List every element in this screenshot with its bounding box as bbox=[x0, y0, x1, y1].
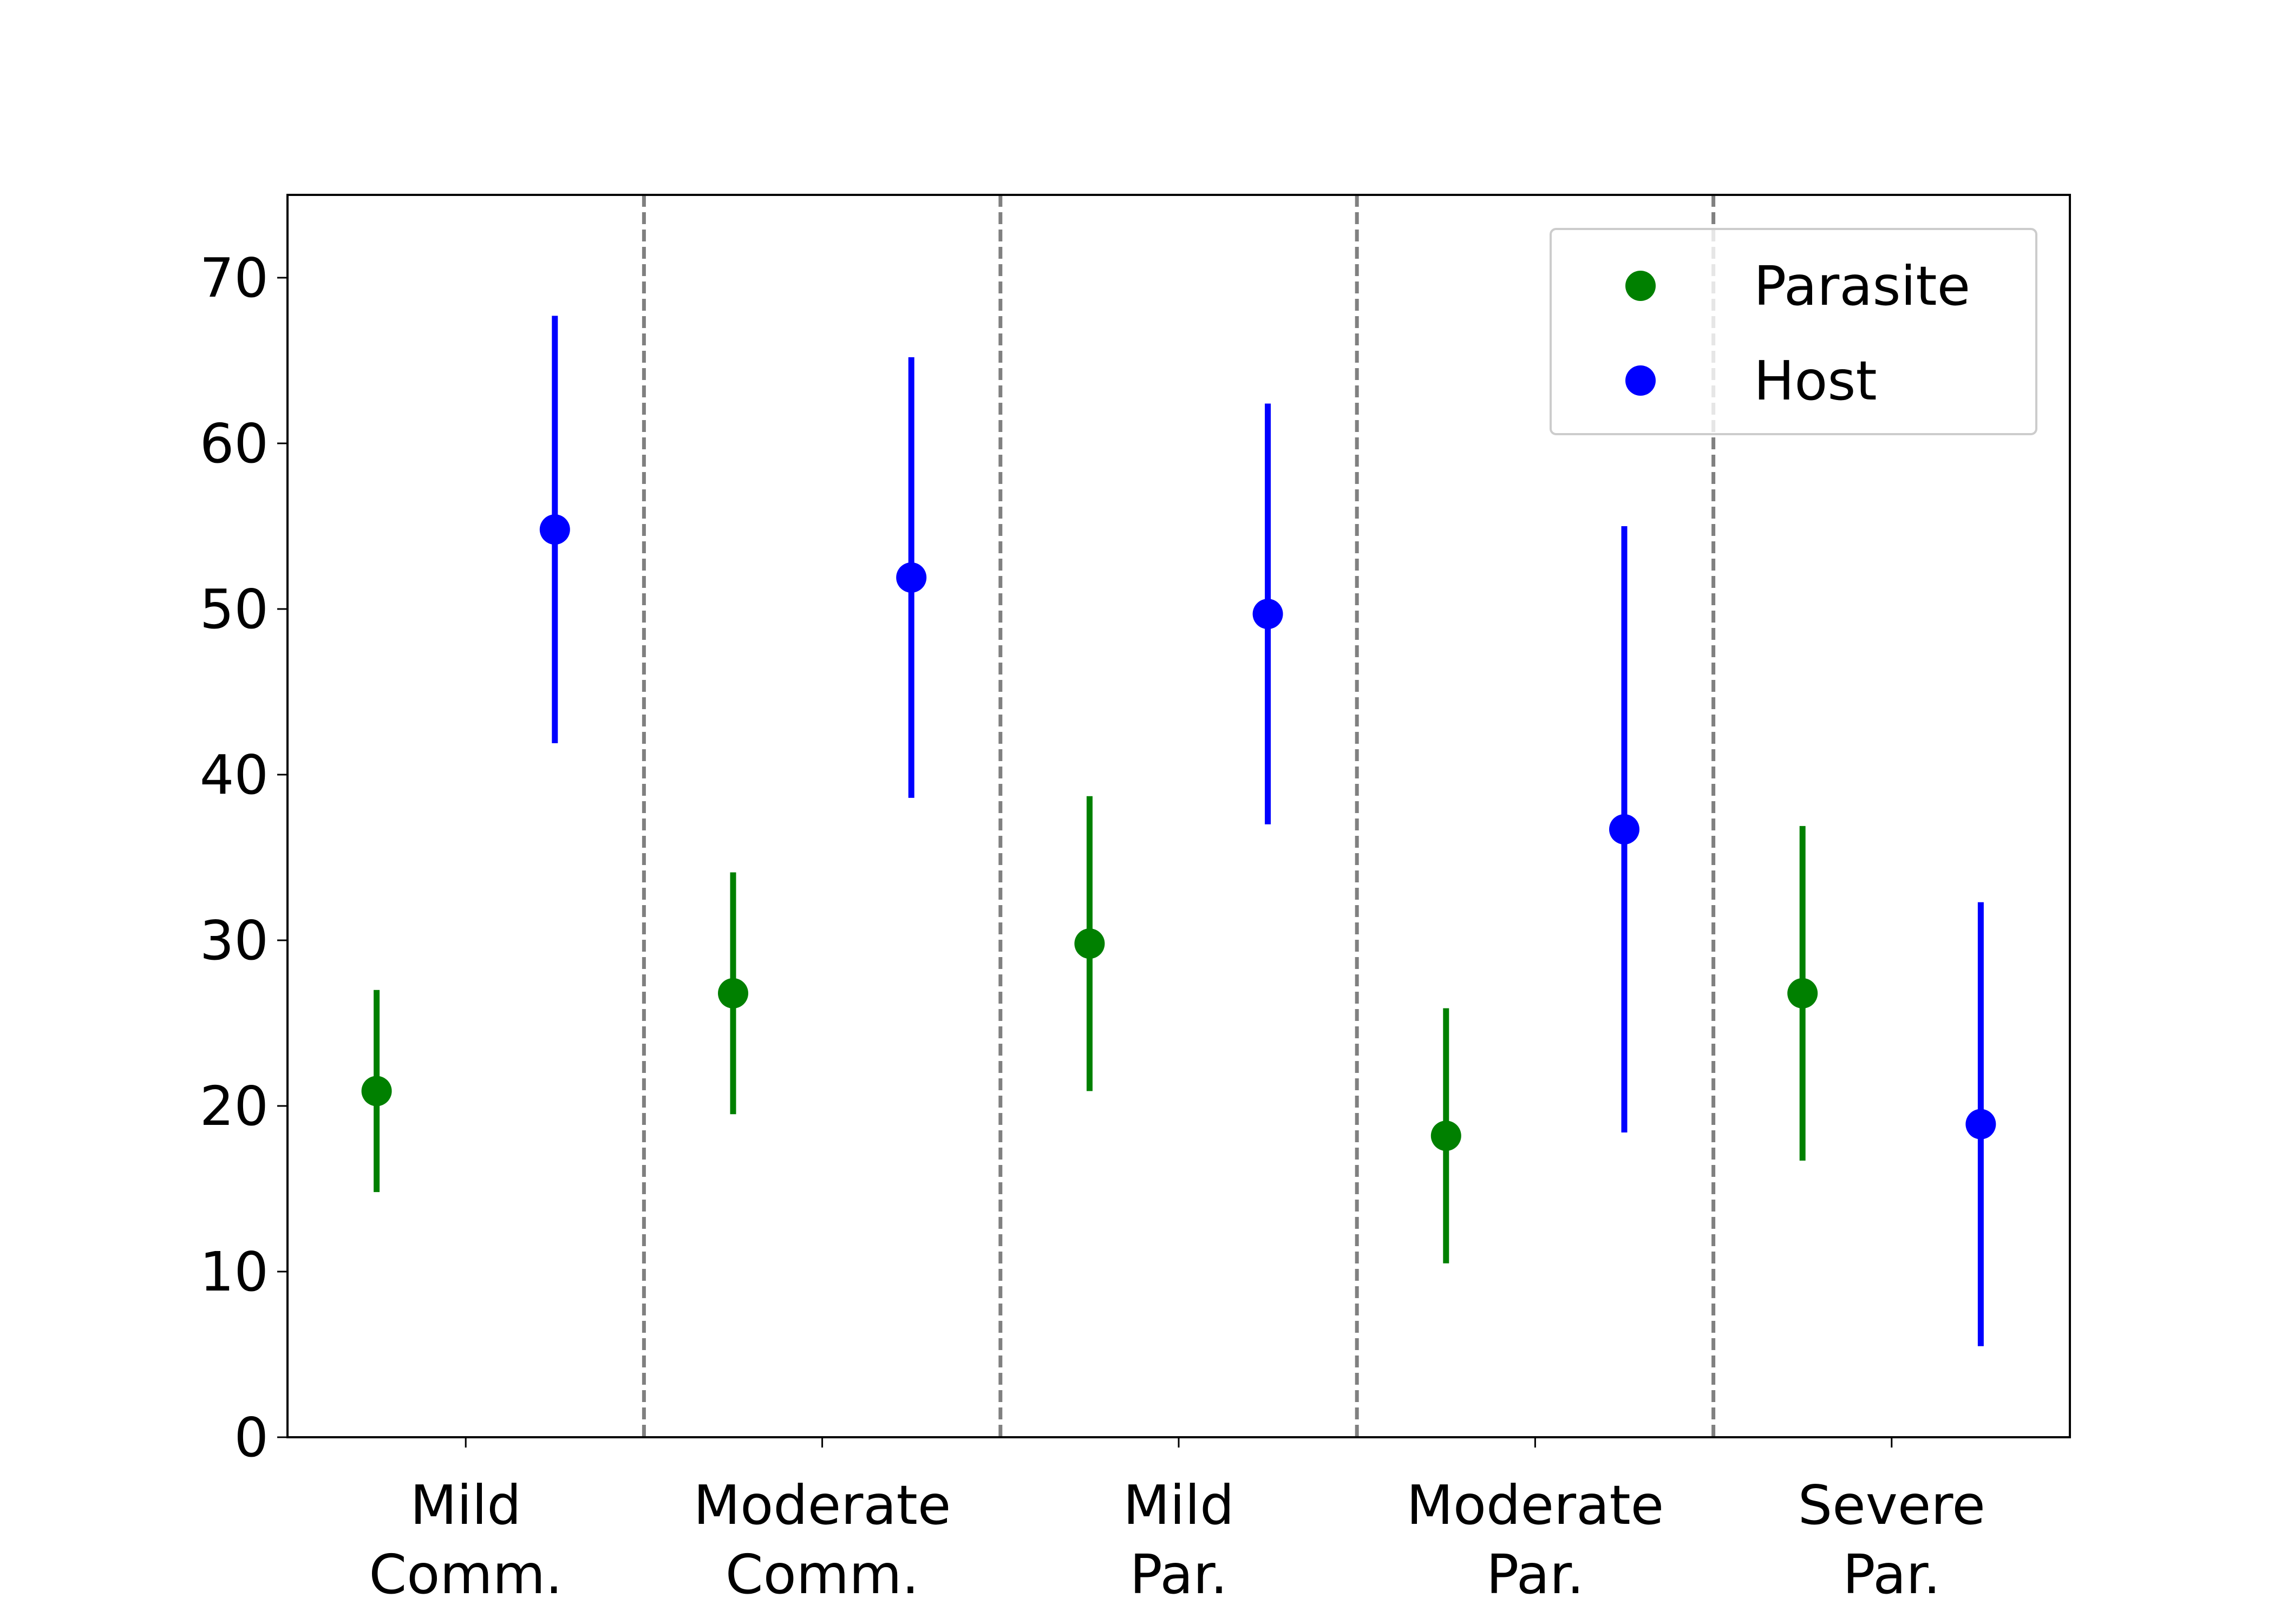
x-tick-label: Mild bbox=[410, 1474, 521, 1537]
y-tick-label: 70 bbox=[200, 246, 269, 310]
y-tick-label: 0 bbox=[234, 1406, 269, 1469]
y-tick-label: 30 bbox=[200, 909, 269, 972]
legend-label: Host bbox=[1754, 349, 1877, 412]
point bbox=[1787, 978, 1818, 1009]
y-tick-label: 20 bbox=[200, 1075, 269, 1138]
point bbox=[1430, 1121, 1461, 1151]
x-tick-label: Par. bbox=[1130, 1543, 1228, 1606]
point bbox=[539, 514, 570, 545]
legend-label: Parasite bbox=[1754, 254, 1970, 318]
legend-marker bbox=[1625, 271, 1656, 301]
y-tick-label: 10 bbox=[200, 1240, 269, 1304]
point bbox=[1965, 1109, 1996, 1140]
point bbox=[1074, 928, 1105, 959]
point bbox=[896, 562, 927, 593]
y-tick-label: 40 bbox=[200, 743, 269, 807]
legend-marker bbox=[1625, 365, 1656, 396]
x-tick-label: Par. bbox=[1842, 1543, 1940, 1606]
x-tick-label: Mild bbox=[1123, 1474, 1234, 1537]
x-tick-label: Comm. bbox=[369, 1543, 563, 1606]
x-tick-label: Par. bbox=[1486, 1543, 1584, 1606]
plot-frame bbox=[286, 194, 2071, 1438]
x-tick-label: Severe bbox=[1798, 1474, 1985, 1537]
x-tick-label: Comm. bbox=[726, 1543, 919, 1606]
legend-box bbox=[1550, 228, 2037, 435]
point bbox=[718, 978, 748, 1009]
point bbox=[361, 1076, 392, 1106]
y-tick-label: 50 bbox=[200, 578, 269, 641]
x-tick-label: Moderate bbox=[694, 1474, 951, 1537]
point bbox=[1252, 599, 1283, 630]
y-tick-label: 60 bbox=[200, 412, 269, 475]
point bbox=[1609, 814, 1639, 844]
x-tick-label: Moderate bbox=[1407, 1474, 1664, 1537]
